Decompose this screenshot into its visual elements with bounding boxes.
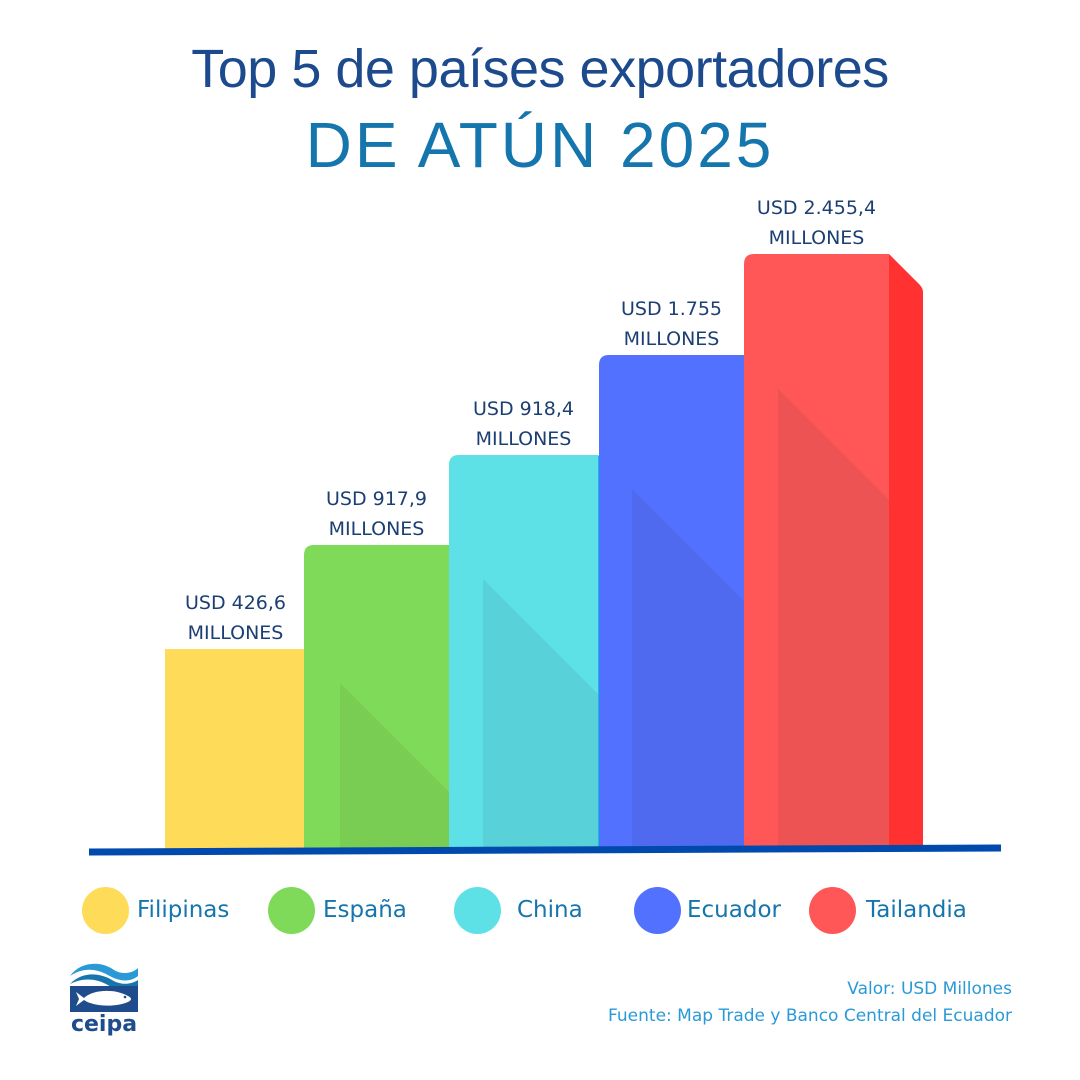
legend-swatch bbox=[454, 886, 501, 934]
bars-group bbox=[165, 254, 923, 849]
bar-shadow-espana bbox=[340, 683, 449, 849]
legend-swatch bbox=[809, 886, 856, 934]
footer-notes: Valor: USD Millones Fuente: Map Trade y … bbox=[608, 976, 1012, 1030]
bar-shadow-tailandia bbox=[778, 389, 889, 849]
bar-chart: USD 426,6 MILLONES USD 917,9 MILLONES USD 91… bbox=[88, 197, 1002, 856]
data-label-unit: MILLONES bbox=[188, 622, 284, 644]
bar-side-tailandia bbox=[889, 254, 923, 849]
legend-item-ecuador: Ecuador bbox=[634, 885, 781, 935]
data-label-value: USD 426,6 bbox=[185, 592, 286, 614]
bar-shadow-china bbox=[483, 579, 598, 849]
chart-title-line1: Top 5 de países exportadores bbox=[191, 39, 889, 99]
legend-label: España bbox=[323, 897, 407, 923]
legend-label: China bbox=[517, 897, 583, 923]
data-label-unit: MILLONES bbox=[624, 328, 720, 350]
legend-item-tailandia: Tailandia bbox=[809, 885, 967, 935]
data-label-value: USD 1.755 bbox=[621, 298, 722, 320]
chart-title-line2: DE ATÚN 2025 bbox=[305, 109, 775, 181]
legend-swatch bbox=[634, 886, 681, 934]
legend-item-filipinas: Filipinas bbox=[82, 885, 229, 935]
legend-swatch bbox=[268, 886, 315, 934]
source-note: Fuente: Map Trade y Banco Central del Ec… bbox=[608, 1006, 1012, 1026]
data-label-value: USD 2.455,4 bbox=[757, 197, 876, 219]
logo-text: ceipa bbox=[70, 1012, 138, 1037]
value-note: Valor: USD Millones bbox=[847, 979, 1012, 999]
ceipa-logo: ceipa bbox=[66, 962, 142, 1044]
bar-shadow-ecuador bbox=[632, 489, 744, 849]
data-labels-group: USD 426,6 MILLONES USD 917,9 MILLONES USD 91… bbox=[185, 197, 876, 644]
bar-front-filipinas bbox=[165, 649, 306, 849]
bar-tailandia bbox=[744, 254, 923, 849]
data-label-unit: MILLONES bbox=[329, 518, 425, 540]
legend-label: Ecuador bbox=[687, 897, 781, 923]
data-label-unit: MILLONES bbox=[476, 428, 572, 450]
legend-item-china: China bbox=[454, 885, 583, 935]
data-label-value: USD 918,4 bbox=[473, 398, 574, 420]
legend-label: Tailandia bbox=[866, 897, 967, 923]
fish-wave-icon bbox=[70, 963, 138, 1012]
legend-label: Filipinas bbox=[137, 897, 230, 923]
legend: Filipinas España China Ecuador Tailandia bbox=[0, 885, 1080, 935]
legend-swatch bbox=[82, 886, 129, 934]
data-label-unit: MILLONES bbox=[769, 227, 865, 249]
chart-baseline bbox=[88, 844, 1002, 856]
legend-item-espana: España bbox=[268, 885, 407, 935]
data-label-value: USD 917,9 bbox=[326, 488, 427, 510]
